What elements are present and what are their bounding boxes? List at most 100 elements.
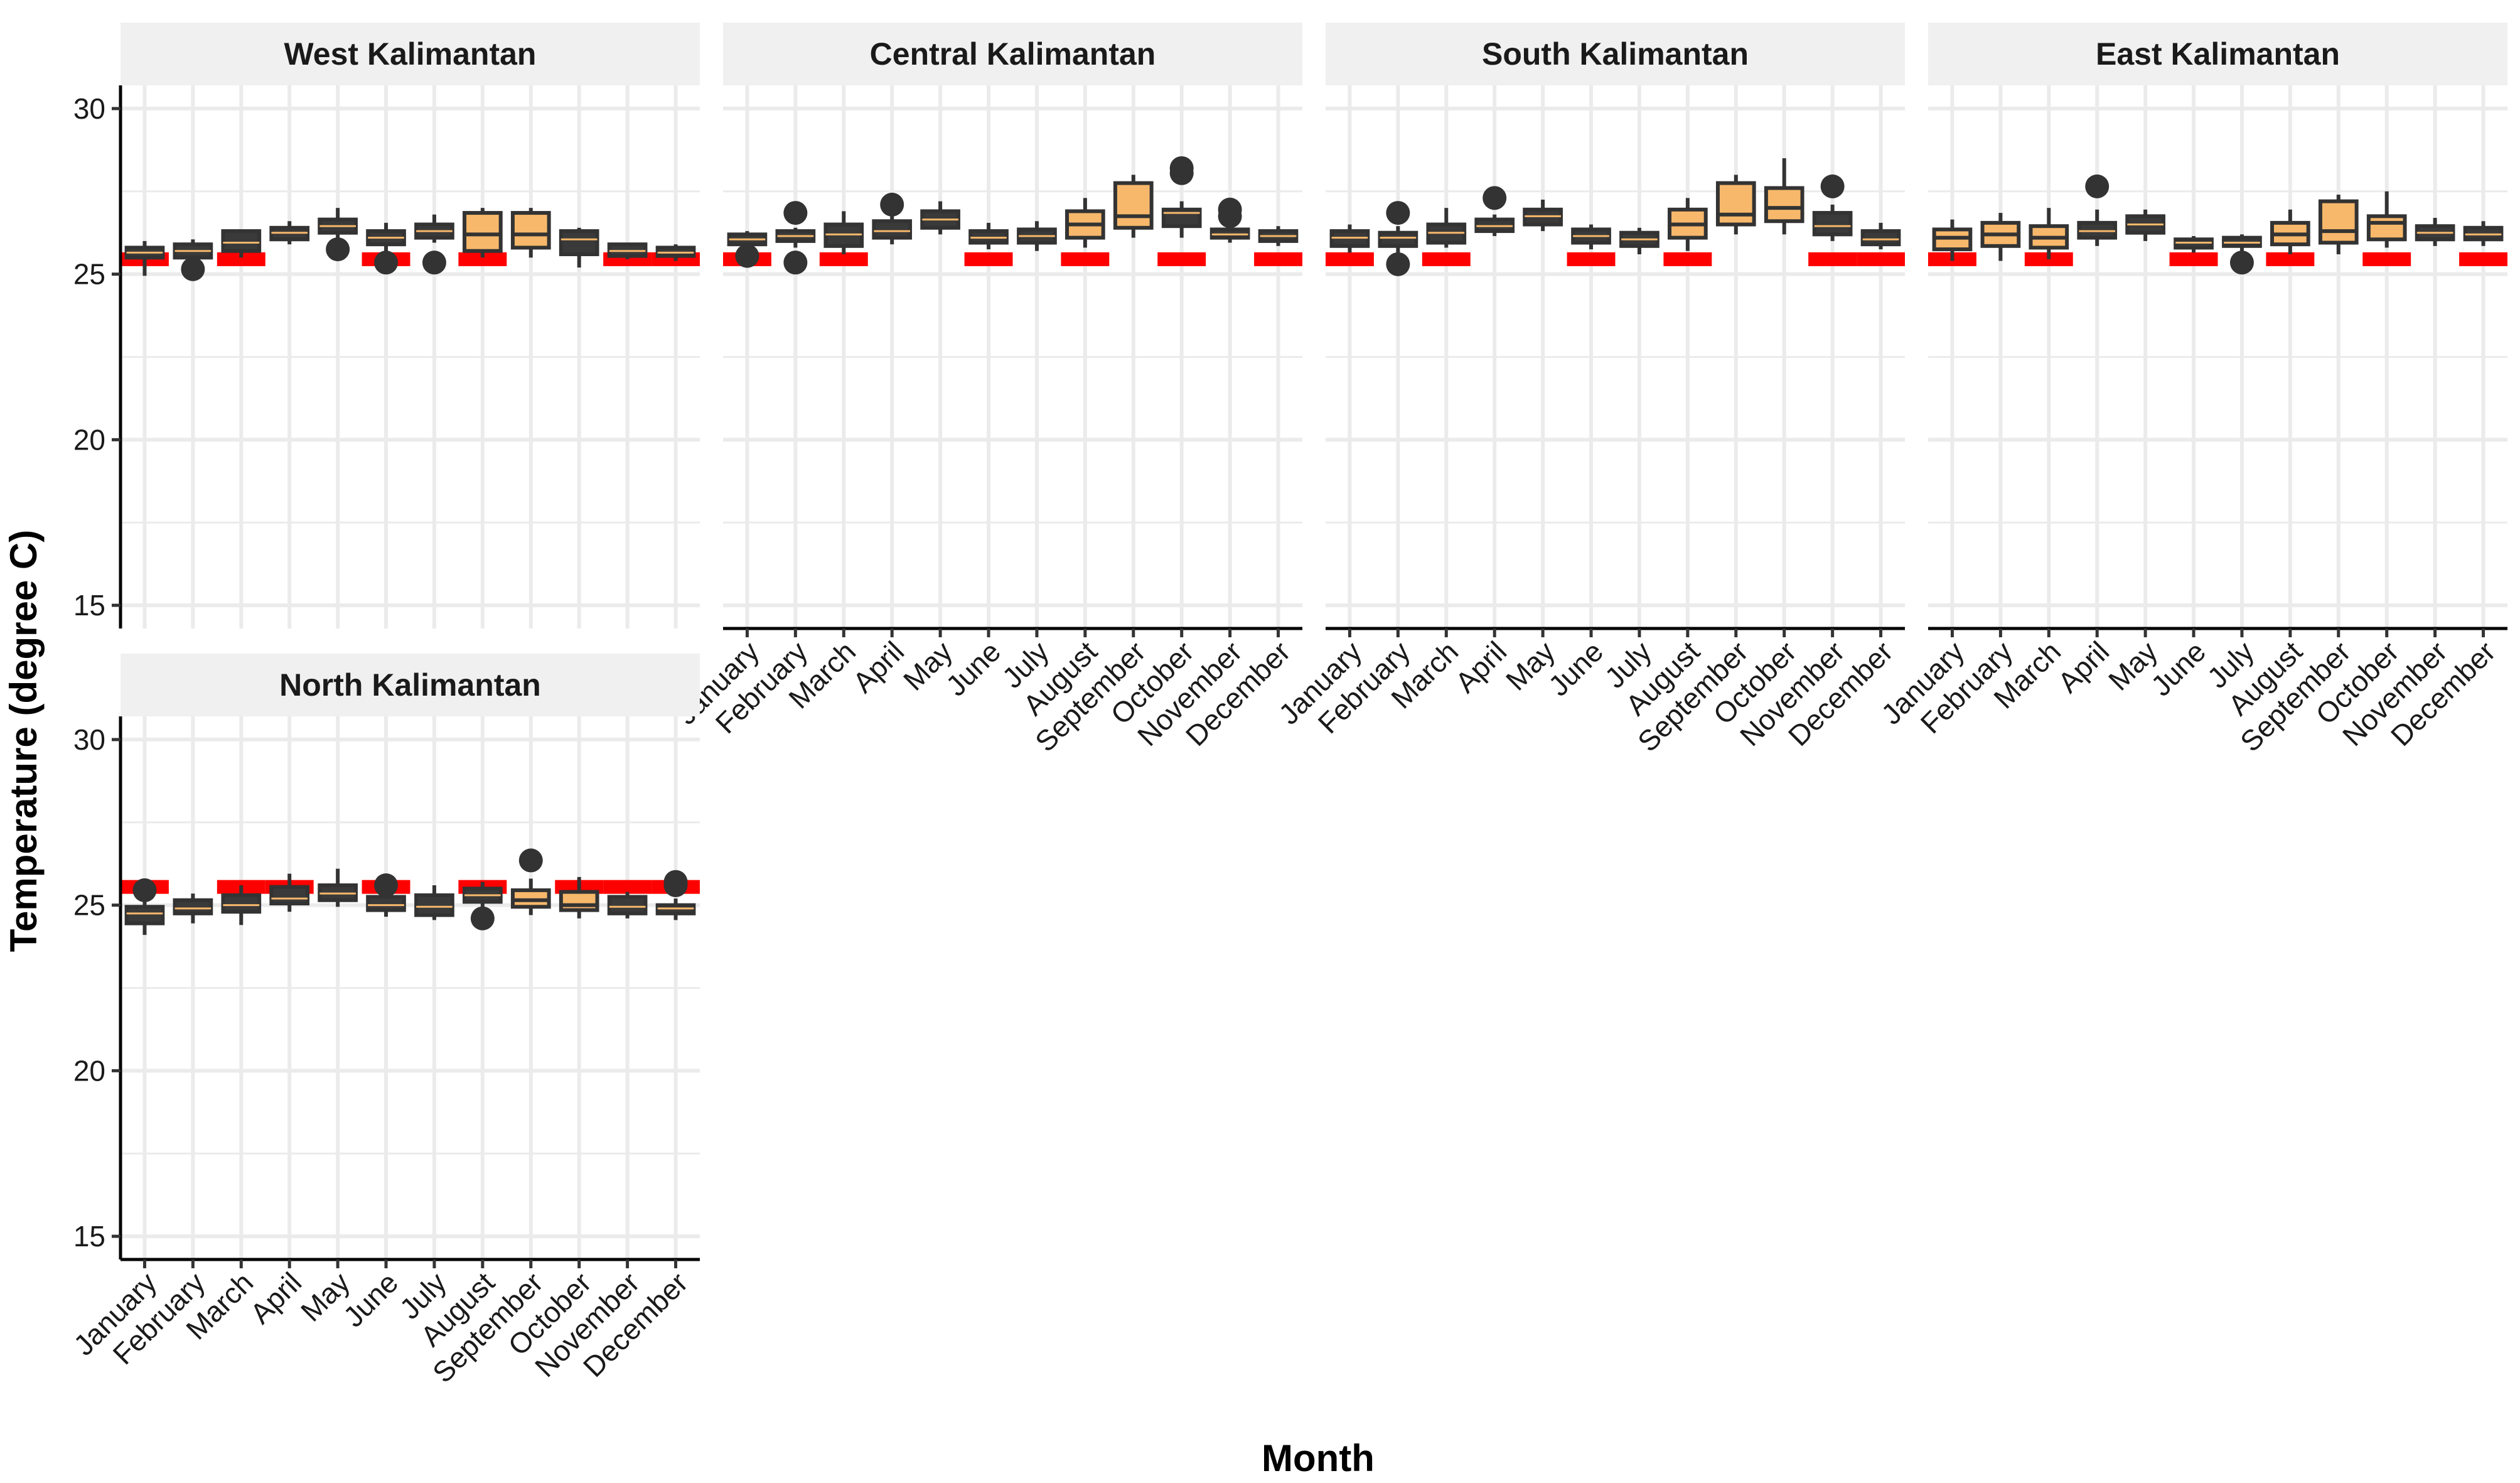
outlier-point <box>880 192 904 217</box>
box-june <box>2174 235 2214 253</box>
box-december <box>655 244 696 261</box>
box-may <box>318 868 358 907</box>
outlier-point <box>1169 161 1194 185</box>
box-october <box>559 227 599 268</box>
outlier-point <box>2085 174 2110 198</box>
box-march <box>1426 208 1467 248</box>
panel-strip <box>1326 23 1905 85</box>
panel-east-kalimantan: East KalimantanJanuaryFebruaryMarchApril… <box>1875 23 2507 758</box>
outlier-point <box>374 251 399 275</box>
outlier-point <box>783 251 808 275</box>
box-august <box>463 882 503 930</box>
box-body <box>1764 186 1804 224</box>
x-tick-label: April <box>244 1266 308 1330</box>
box-september <box>2318 195 2359 254</box>
box-march <box>823 211 864 254</box>
panel-central-kalimantan: Central KalimantanJanuaryFebruaryMarchAp… <box>670 23 1302 758</box>
box-october <box>2366 191 2407 248</box>
outlier-point <box>2229 251 2254 275</box>
box-july <box>1017 221 1057 251</box>
box-june <box>366 222 406 275</box>
box-june <box>1571 224 1611 250</box>
box-body <box>173 898 213 915</box>
box-body <box>1812 211 1853 237</box>
panel-title: South Kalimantan <box>1482 36 1749 72</box>
box-may <box>318 208 358 262</box>
box-body <box>559 229 599 256</box>
box-april <box>2077 174 2118 246</box>
box-december <box>2463 221 2504 246</box>
box-body <box>414 893 454 917</box>
box-september <box>1113 175 1154 238</box>
panel-north-kalimantan: North Kalimantan15202530JanuaryFebruaryM… <box>67 654 700 1389</box>
y-tick-label: 20 <box>73 423 105 456</box>
outlier-point <box>735 244 759 268</box>
panel-strip <box>121 654 700 716</box>
outlier-point <box>374 873 399 897</box>
box-november <box>607 892 648 919</box>
box-february <box>173 893 213 924</box>
x-axis-title: Month <box>1262 1437 1375 1479</box>
y-tick-label: 20 <box>73 1054 105 1087</box>
box-june <box>366 873 406 917</box>
y-tick-label: 25 <box>73 258 105 291</box>
box-march <box>221 885 262 925</box>
box-october <box>1161 156 1202 238</box>
x-tick-label: April <box>1449 635 1513 699</box>
box-february <box>1378 201 1418 276</box>
box-body <box>463 211 503 253</box>
box-november <box>1209 197 1250 243</box>
box-january <box>727 231 768 268</box>
box-november <box>2415 217 2455 246</box>
box-march <box>221 229 262 258</box>
box-body <box>1378 230 1418 248</box>
box-april <box>269 873 310 912</box>
box-april <box>872 192 913 245</box>
box-december <box>1860 222 1901 250</box>
box-october <box>559 876 599 919</box>
box-november <box>1812 174 1853 241</box>
box-body <box>559 890 599 912</box>
x-tick-label: April <box>2051 635 2115 699</box>
outlier-point <box>326 237 350 262</box>
box-may <box>1523 199 1563 232</box>
box-body <box>1860 229 1901 247</box>
x-tick-label: June <box>940 635 1007 702</box>
box-body <box>2366 214 2407 242</box>
panel-south-kalimantan: South KalimantanJanuaryFebruaryMarchApri… <box>1272 23 1905 758</box>
panel-title: Central Kalimantan <box>870 36 1156 72</box>
box-body <box>607 895 648 915</box>
x-tick-label: April <box>846 635 910 699</box>
box-january <box>124 878 165 936</box>
y-tick-label: 30 <box>73 92 105 125</box>
box-october <box>1764 158 1804 235</box>
box-may <box>2125 209 2165 241</box>
y-tick-label: 15 <box>73 589 105 622</box>
box-december <box>1258 226 1299 246</box>
x-tick-label: June <box>1542 635 1609 702</box>
box-july <box>414 214 454 275</box>
x-tick-label: June <box>2145 635 2212 702</box>
box-january <box>1932 219 1973 261</box>
y-axis-title: Temperature (degree C) <box>3 530 45 952</box>
outlier-point <box>1386 252 1410 276</box>
box-body <box>221 893 262 914</box>
box-body <box>510 211 551 250</box>
box-april <box>1474 186 1515 236</box>
box-february <box>775 201 816 275</box>
box-december <box>655 870 696 920</box>
outlier-point <box>783 201 808 225</box>
panel-title: East Kalimantan <box>2096 36 2340 72</box>
box-january <box>1329 224 1370 253</box>
box-body <box>124 905 165 925</box>
x-tick-label: June <box>337 1266 404 1333</box>
box-march <box>2029 208 2069 259</box>
outlier-point <box>1218 204 1242 229</box>
outlier-point <box>663 870 688 894</box>
box-august <box>2270 209 2310 254</box>
box-july <box>414 885 454 920</box>
panels-layer: West Kalimantan 15 20 25 30 Central Kalimanta… <box>67 23 2507 1389</box>
box-september <box>510 208 551 258</box>
panel-title: North Kalimantan <box>279 667 541 703</box>
